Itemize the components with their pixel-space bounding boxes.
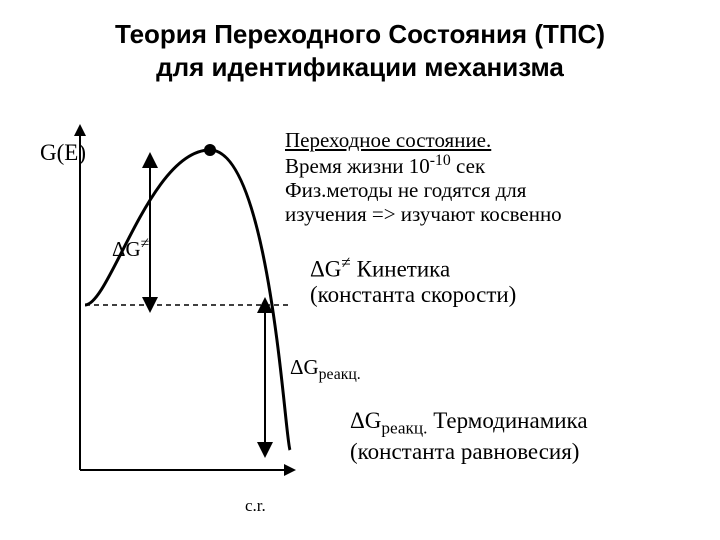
page-title: Теория Переходного Состояния (ТПС) для и… [0,0,720,83]
title-line1: Теория Переходного Состояния (ТПС) [115,19,605,49]
thermo-annot-sub: реакц. [381,419,427,438]
kinetics-annot-l2: (константа скорости) [310,282,516,307]
transition-annot-l2sup: -10 [430,152,451,169]
kinetics-annot-l1b: Кинетика [351,257,450,282]
transition-annot-l3: Физ.методы не годятся для [285,178,526,202]
title-line2: для идентификации механизма [156,52,564,82]
kinetics-annot-dg: ΔG [310,257,341,282]
transition-annot-l4: изучения => изучают косвенно [285,202,562,226]
transition-state-annotation: Переходное состояние. Время жизни 10-10 … [285,128,562,227]
kinetics-annot-sup: ≠ [341,253,350,272]
thermo-annot-dg: ΔG [350,408,381,433]
thermodynamics-annotation: ΔGреакц. Термодинамика (константа равнов… [350,408,588,464]
transition-annot-title: Переходное состояние. [285,128,491,152]
kinetics-annotation: ΔG≠ Кинетика (константа скорости) [310,254,516,307]
thermo-annot-l2: (константа равновесия) [350,439,579,464]
thermo-annot-l1b: Термодинамика [427,408,587,433]
transition-annot-l2b: сек [451,154,485,178]
transition-annot-l2a: Время жизни 10 [285,154,430,178]
